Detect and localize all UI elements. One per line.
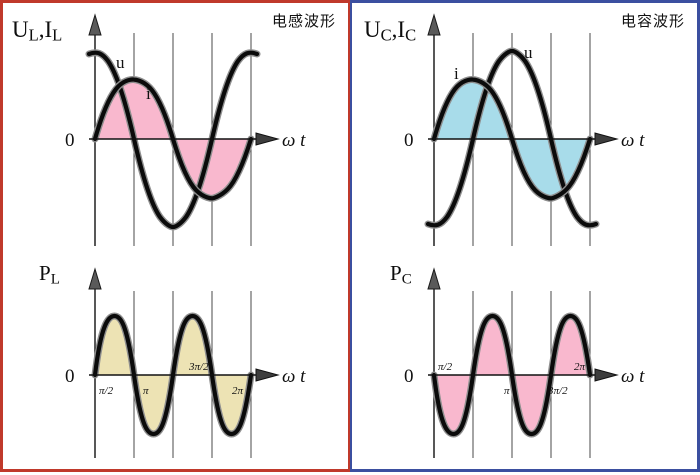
capacitor-charts: 0 ω t u i xyxy=(352,3,697,469)
x-axis-label-omega-t: ω t xyxy=(282,366,306,387)
origin-label: 0 xyxy=(65,366,75,387)
tick-label-3pi-over-2: 3π/2 xyxy=(188,361,209,373)
capacitor-svg: 0 ω t u i xyxy=(404,13,645,458)
curve-label-i: i xyxy=(454,64,459,83)
panel-capacitor: 电容波形 UC,IC PC xyxy=(350,0,700,472)
origin-label: 0 xyxy=(404,366,414,387)
y-axis-arrow-icon xyxy=(427,13,441,36)
y-axis-label-pl: PL xyxy=(39,261,60,288)
x-axis-arrow-icon xyxy=(255,132,280,146)
y-axis-label-uc-ic: UC,IC xyxy=(364,17,417,45)
tick-label-2pi: 2π xyxy=(232,385,244,397)
tick-label-3pi-over-2: 3π/2 xyxy=(547,385,568,397)
chart-inductor-ui: 0 ω t u i xyxy=(65,13,306,246)
curve-label-u: u xyxy=(116,53,125,72)
tick-label-pi-over-2: π/2 xyxy=(99,385,114,397)
tick-label-2pi: 2π xyxy=(574,361,586,373)
voltage-curve-u xyxy=(425,48,599,228)
inductor-charts: 0 ω t u i xyxy=(3,3,348,469)
chart-capacitor-ui: 0 ω t u i xyxy=(404,13,645,246)
y-axis-label-ul-il: UL,IL xyxy=(12,17,63,45)
y-axis-arrow-icon xyxy=(88,13,102,36)
panel-inductor: 电感波形 UL,IL PL xyxy=(0,0,350,472)
x-axis-label-omega-t: ω t xyxy=(621,366,645,387)
origin-label: 0 xyxy=(65,130,75,151)
chart-capacitor-power: 0 ω t π/2 π 3π/2 2π xyxy=(404,267,645,458)
origin-label: 0 xyxy=(404,130,414,151)
y-axis-arrow-icon xyxy=(88,267,102,290)
panel-title-capacitor: 电容波形 xyxy=(620,12,685,30)
chart-inductor-power: 0 ω t π/2 π 3π/2 2π xyxy=(65,267,306,458)
x-axis-label-omega-t: ω t xyxy=(282,130,306,151)
curve-label-u: u xyxy=(524,43,533,62)
inductor-svg: 0 ω t u i xyxy=(65,13,306,458)
current-fill-area xyxy=(95,79,251,199)
tick-label-pi: π xyxy=(504,385,510,397)
curve-label-i: i xyxy=(146,84,151,103)
x-axis-arrow-icon xyxy=(594,368,619,382)
tick-label-pi-over-2: π/2 xyxy=(438,361,453,373)
tick-label-pi: π xyxy=(143,385,149,397)
current-fill-area xyxy=(434,79,590,199)
x-axis-arrow-icon xyxy=(594,132,619,146)
y-axis-label-pc: PC xyxy=(390,261,412,288)
y-axis-arrow-icon xyxy=(427,267,441,290)
voltage-curve-u xyxy=(86,50,260,230)
x-axis-arrow-icon xyxy=(255,368,280,382)
x-axis-label-omega-t: ω t xyxy=(621,130,645,151)
panel-title-inductor: 电感波形 xyxy=(271,12,336,30)
